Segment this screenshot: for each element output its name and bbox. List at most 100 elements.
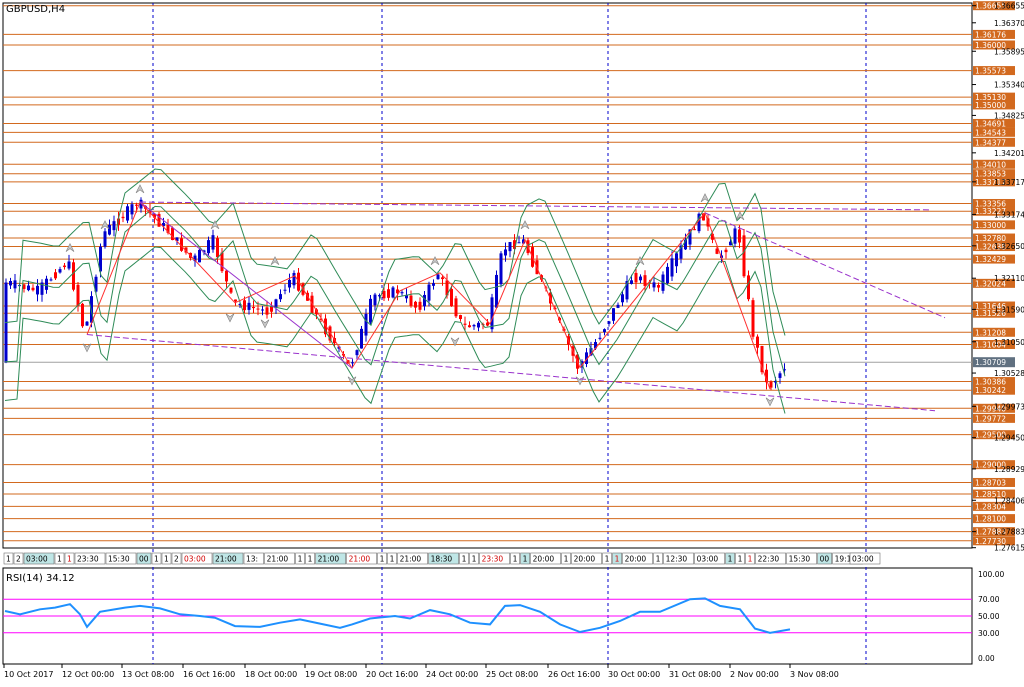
price-level-label-bg [973,327,1015,337]
fractal-arrow-icon [82,343,92,353]
candle-body [598,337,602,339]
session-tag [74,552,106,565]
candle-body [400,292,404,294]
candle-body [225,270,228,282]
candle-body [517,242,521,244]
candle-body [310,295,314,313]
candle-body [274,299,278,307]
session-tag-label: 1 [523,555,528,564]
time-axis-label: 3 Nov 08:00 [790,670,839,679]
candle-body [58,269,62,273]
price-axis-tick-label: 1.28406 [994,496,1024,505]
price-level-label: 1.28100 [975,515,1006,524]
candle-body [369,298,372,323]
price-level-label-bg [973,501,1015,511]
session-tag [295,552,305,565]
session-tag [377,552,387,565]
session-tag-label: 1 [728,555,733,564]
price-level-label-bg [973,40,1015,50]
rsi-axis-label: 100.00 [978,570,1004,579]
session-tag-label: 23:30 [77,555,99,564]
price-axis-tick-label: 1.33717 [994,178,1024,187]
session-tag-label: 1 [57,555,62,564]
session-tag [346,552,377,565]
candle-body [22,284,26,289]
candle-body [441,277,444,280]
price-level-label: 1.27883 [975,528,1006,537]
time-axis-label: 20 Oct 16:00 [366,670,418,679]
price-level-label: 1.34377 [975,138,1006,147]
candle-body [94,276,98,292]
price-level-label-bg [973,527,1015,537]
price-level-label: 1.28304 [975,502,1006,511]
candle-body [697,213,701,232]
candle-body [63,265,66,268]
time-axis-label: 30 Oct 00:00 [608,670,660,679]
candle-body [409,295,413,306]
candle-body [288,279,291,288]
time-axis-label: 2 Nov 00:00 [730,670,779,679]
price-level-label-bg [973,159,1015,169]
candle-body [355,350,359,356]
time-axis-label: 19 Oct 08:00 [305,670,357,679]
candle-body [423,294,426,307]
candle-body [738,229,741,243]
price-level-label: 1.35000 [975,101,1006,110]
candle-body [135,204,138,206]
session-tag-label: 21:00 [267,555,289,564]
price-level-label: 1.36176 [975,30,1006,39]
price-level-label: 1.31646 [975,302,1006,311]
candle-body [783,369,786,371]
candle-body [81,303,84,327]
candle-body [198,249,201,263]
fractal-arrow-icon [520,220,530,230]
candle-body [130,204,134,215]
price-level-label-bg [973,206,1015,216]
candles [4,197,786,391]
fractal-arrow-icon [735,211,745,221]
session-tag [459,552,469,565]
candle-body [621,294,624,303]
rsi-axis-label: 0.00 [978,654,995,663]
price-axis-tick-label: 1.29973 [994,402,1024,411]
candle-body [121,216,125,219]
symbol-title: GBPUSD,H4 [6,4,66,15]
candle-body [112,221,116,231]
candle-body [693,229,696,231]
session-tag-label: 2 [16,555,21,564]
candle-body [193,255,197,262]
candle-body [742,235,746,277]
fractal-arrow-icon [260,319,270,329]
price-axis-tick-label: 1.34825 [994,111,1024,120]
price-level-label: 1.29000 [975,461,1006,470]
candle-body [49,279,53,281]
session-tag [105,552,137,565]
fractal-arrow-icon [700,193,710,203]
fractal-arrow-icon [450,337,460,347]
session-tag [663,552,694,565]
price-level-label-bg [973,169,1015,179]
candle-body [85,321,89,326]
candle-body [508,241,512,252]
time-axis-label: 31 Oct 08:00 [669,670,721,679]
candle-body [769,381,773,388]
candle-body [319,318,323,320]
candle-body [36,285,39,295]
candle-body [427,284,431,301]
candle-body [760,345,764,373]
session-tag [612,552,622,565]
candle-body [607,321,611,324]
candle-body [139,199,143,209]
session-tag [315,552,346,565]
candle-body [67,261,71,269]
session-tag [479,552,510,565]
price-level-label-bg [973,308,1015,318]
candle-body [688,229,692,245]
price-axis-tick-label: 1.27883 [994,528,1024,537]
candle-body [364,313,368,336]
candle-body [175,237,179,242]
session-tag-label: 2 [174,555,179,564]
candle-body [180,238,183,251]
